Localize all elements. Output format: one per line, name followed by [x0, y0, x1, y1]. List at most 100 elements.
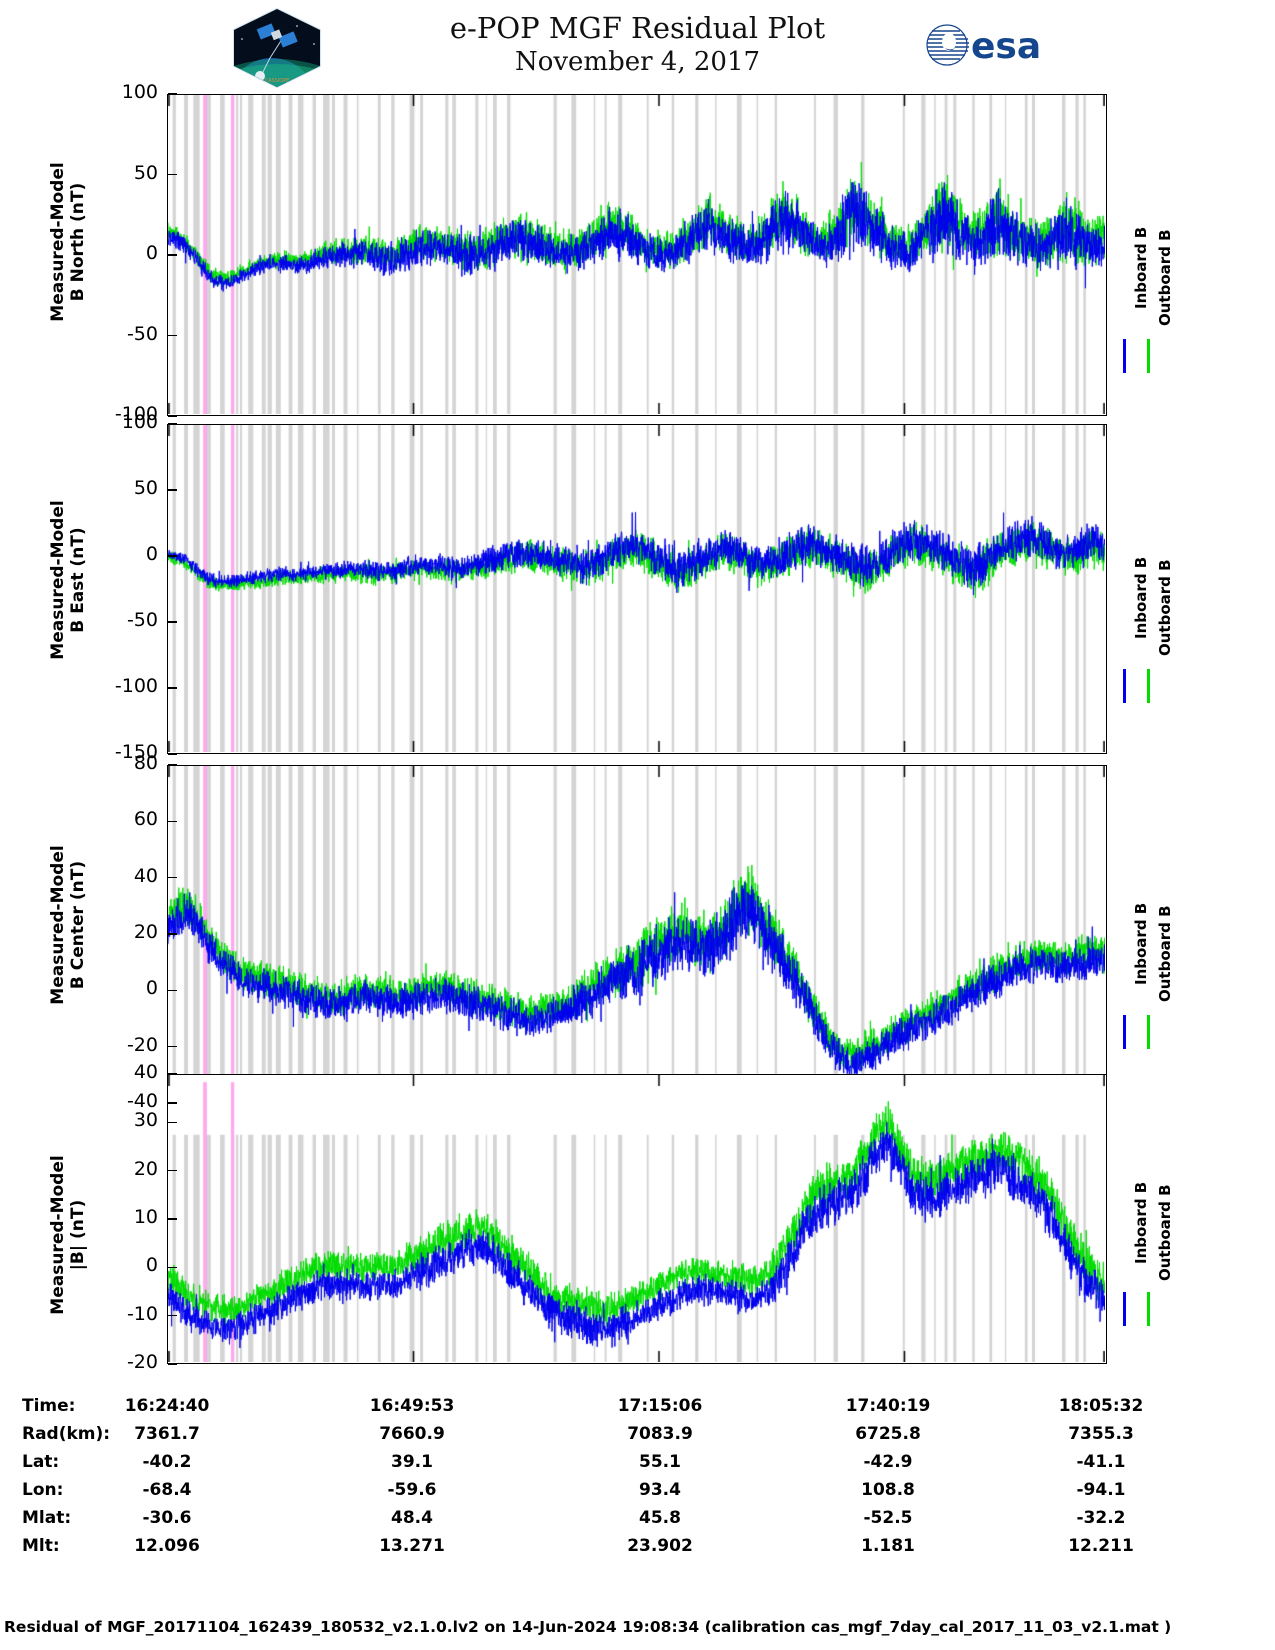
svg-text:CASSIOPE: CASSIOPE [265, 78, 290, 84]
y-tick-mark [168, 820, 177, 823]
info-row-mlat: Mlat: -30.6 48.4 45.8 -52.5 -32.2 [0, 1508, 1275, 1536]
y-tick-mark [168, 876, 177, 879]
y-tick-label-b-magnitude-30: 30 [133, 1109, 158, 1132]
ephemeris-info-table: Time: 16:24:40 16:49:53 17:15:06 17:40:19 18:… [0, 1396, 1275, 1564]
info-cell: 17:15:06 [617, 1396, 703, 1416]
info-row-time: Time: 16:24:40 16:49:53 17:15:06 17:40:19 18:… [0, 1396, 1275, 1424]
legend-inboard-swatch [1123, 1292, 1126, 1326]
info-cell: 7083.9 [627, 1424, 693, 1444]
info-cell: 17:40:19 [845, 1396, 931, 1416]
plot-panel-b-east [167, 424, 1107, 754]
info-cell: 108.8 [861, 1480, 915, 1500]
y-tick-mark [168, 415, 177, 417]
legend-outboard-label: Outboard B [1156, 229, 1174, 326]
y-tick-mark [168, 334, 177, 337]
y-tick-label-b-magnitude-20: 20 [133, 1157, 158, 1180]
y-tick-label-b-east--100: -100 [114, 675, 158, 697]
legend-inboard-label: Inboard B [1132, 902, 1150, 985]
info-row-label: Lon: [22, 1480, 64, 1500]
info-row-label: Lat: [22, 1452, 60, 1472]
y-tick-mark [168, 687, 177, 689]
legend-outboard-swatch [1147, 1292, 1150, 1326]
esa-logo-icon: esa [925, 22, 1045, 68]
y-tick-mark [168, 1266, 177, 1269]
y-tick-mark [168, 933, 177, 935]
info-cell: 18:05:32 [1058, 1396, 1144, 1416]
info-row-label: Rad(km): [22, 1424, 111, 1444]
info-cell: 1.181 [861, 1536, 915, 1556]
legend-inboard-swatch [1123, 339, 1126, 373]
info-cell: 12.096 [134, 1536, 200, 1556]
info-cell: 13.271 [379, 1536, 445, 1556]
y-tick-mark [168, 1121, 177, 1124]
info-cell: 7660.9 [379, 1424, 445, 1444]
y-tick-label-b-center--40: -40 [126, 1090, 158, 1112]
plot-panel-b-north [167, 94, 1107, 416]
y-tick-label-b-center-20: 20 [133, 921, 158, 943]
esa-wordmark: esa [971, 26, 1041, 67]
info-row-lon: Lon: -68.4 -59.6 93.4 108.8 -94.1 [0, 1480, 1275, 1508]
legend-outboard-swatch [1147, 1015, 1150, 1049]
y-tick-mark [168, 555, 177, 557]
info-cell: 7355.3 [1068, 1424, 1134, 1444]
info-cell: 16:49:53 [369, 1396, 455, 1416]
y-tick-label-b-magnitude-10: 10 [133, 1206, 158, 1228]
y-tick-label-b-north--100: -100 [114, 403, 158, 425]
y-tick-label-b-north--50: -50 [126, 322, 158, 345]
info-cell: -52.5 [863, 1508, 913, 1528]
y-tick-mark [168, 1314, 177, 1317]
y-tick-mark [168, 1218, 177, 1220]
info-cell: -94.1 [1076, 1480, 1126, 1500]
legend-outboard-label: Outboard B [1156, 559, 1174, 656]
info-cell: 23.902 [627, 1536, 693, 1556]
y-tick-mark [168, 489, 177, 491]
info-cell: 7361.7 [134, 1424, 200, 1444]
y-tick-mark [168, 173, 177, 176]
info-cell: -30.6 [142, 1508, 192, 1528]
info-cell: -40.2 [142, 1452, 192, 1472]
y-tick-mark [168, 989, 177, 992]
y-tick-mark [168, 1073, 177, 1075]
ylabel-line1: Measured-Model [48, 500, 68, 660]
y-tick-label-b-center-40: 40 [133, 864, 158, 887]
legend-outboard-swatch [1147, 339, 1150, 373]
legend-outboard-swatch [1147, 669, 1150, 703]
legend-inboard-label: Inboard B [1132, 556, 1150, 639]
y-tick-label-b-north-100: 100 [121, 81, 158, 103]
y-tick-mark [168, 1102, 177, 1104]
info-cell: 12.211 [1068, 1536, 1134, 1556]
y-tick-label-b-east--50: -50 [126, 609, 158, 631]
y-tick-label-b-east-0: 0 [145, 543, 158, 565]
y-tick-mark [168, 254, 177, 256]
y-tick-label-b-east-50: 50 [133, 477, 158, 499]
panel-b-east-ylabel: Measured-Model B East (nT) [48, 470, 88, 690]
y-tick-mark [168, 1363, 177, 1365]
y-tick-mark [168, 1045, 177, 1048]
ylabel-line1: Measured-Model [48, 162, 68, 322]
title-line-1: e-POP MGF Residual Plot [449, 11, 826, 45]
info-cell: 93.4 [639, 1480, 681, 1500]
y-tick-label-b-east-100: 100 [121, 411, 158, 433]
y-tick-mark [168, 753, 177, 755]
y-tick-label-b-magnitude--10: -10 [126, 1302, 158, 1325]
y-tick-label-b-north-0: 0 [145, 242, 158, 264]
legend-outboard-label: Outboard B [1156, 905, 1174, 1002]
info-cell: -41.1 [1076, 1452, 1126, 1472]
page-title: e-POP MGF Residual Plot November 4, 2017 [0, 10, 1275, 79]
ylabel-line2: B East (nT) [68, 527, 88, 633]
info-row-mlt: Mlt: 12.096 13.271 23.902 1.181 12.211 [0, 1536, 1275, 1564]
info-row-label: Mlt: [22, 1536, 60, 1556]
y-tick-label-b-east--150: -150 [114, 741, 158, 763]
y-tick-label-b-center-60: 60 [133, 808, 158, 831]
y-tick-mark [168, 764, 177, 766]
info-cell: 55.1 [639, 1452, 681, 1472]
legend-inboard-label: Inboard B [1132, 226, 1150, 309]
y-tick-label-b-magnitude-0: 0 [145, 1254, 158, 1277]
legend-inboard-swatch [1123, 669, 1126, 703]
info-row-label: Mlat: [22, 1508, 72, 1528]
y-tick-mark [168, 423, 177, 425]
ylabel-line1: Measured-Model [48, 1155, 68, 1315]
y-tick-label-b-center--20: -20 [126, 1033, 158, 1056]
info-row-label: Time: [22, 1396, 76, 1416]
